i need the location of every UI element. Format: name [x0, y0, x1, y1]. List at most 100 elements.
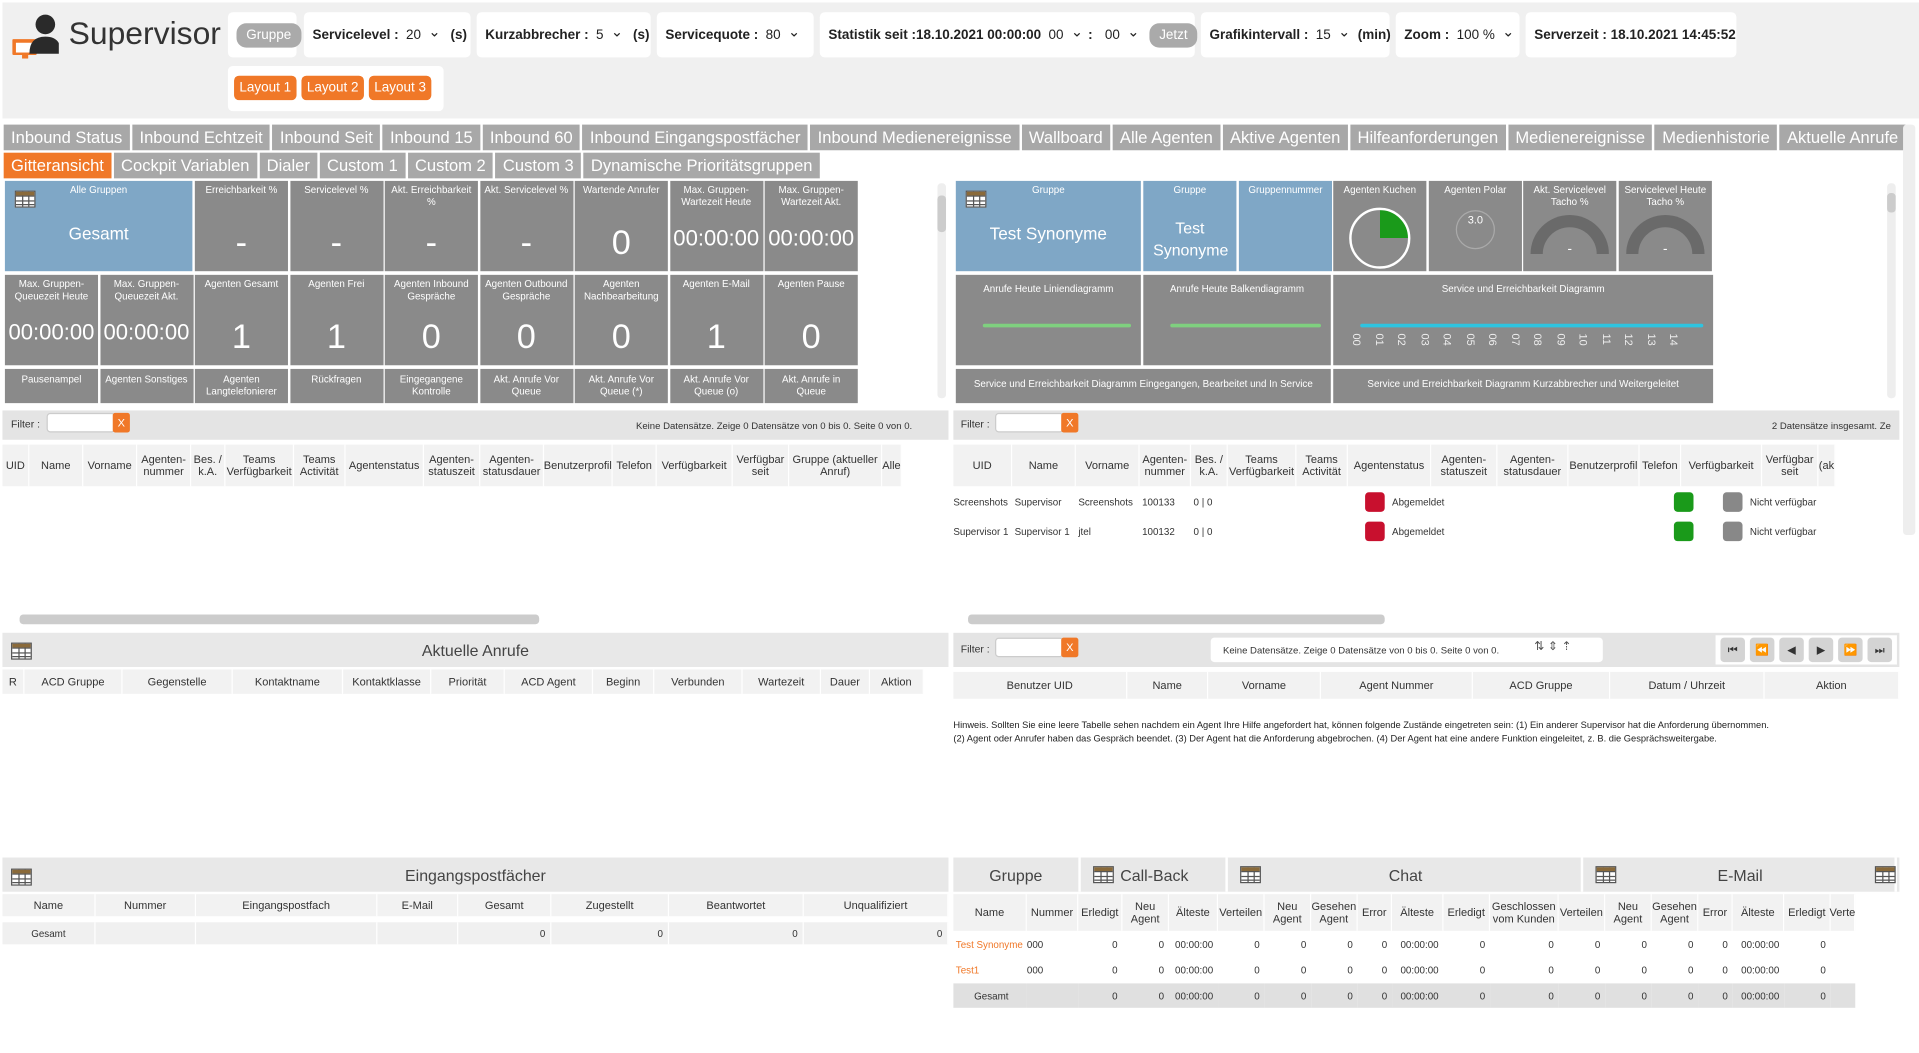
- column-header[interactable]: Kontaktklasse: [343, 669, 432, 694]
- column-header[interactable]: Name: [1127, 671, 1209, 699]
- tab-10[interactable]: Hilfeanforderungen: [1350, 124, 1506, 151]
- column-header[interactable]: Teams Verfügbarkeit: [1227, 444, 1297, 487]
- hilfe-filter-clear-button[interactable]: X: [1061, 637, 1079, 658]
- tab-13[interactable]: Aktuelle Anrufe: [1779, 124, 1906, 151]
- tab-11[interactable]: Medienereignisse: [1508, 124, 1653, 151]
- subtab-6[interactable]: Dynamische Prioritätsgruppen: [583, 152, 820, 179]
- column-header[interactable]: Agentenstatus: [1347, 444, 1432, 487]
- table-row[interactable]: Supervisor 1 Supervisor 1 jtel 100132 0 | 0 A…: [953, 518, 1899, 545]
- column-header[interactable]: Unqualifiziert: [803, 894, 949, 917]
- layout-3-button[interactable]: Layout 3: [368, 75, 432, 101]
- column-header[interactable]: Beginn: [593, 669, 655, 694]
- statistik-hour-select[interactable]: 00: [1049, 26, 1084, 43]
- grid-icon[interactable]: [11, 642, 32, 660]
- right-tiles-scroll-thumb[interactable]: [1887, 193, 1896, 213]
- table-row[interactable]: Test1 000 0 0 00:00:00 0 0 0 0 00:00:00 0 0 0 0 0 0 00:0…: [953, 958, 1899, 982]
- tab-0[interactable]: Inbound Status: [3, 124, 130, 151]
- column-header[interactable]: Teams Verfügbarkeit: [225, 444, 295, 487]
- column-header[interactable]: Error: [1357, 894, 1393, 931]
- tab-7[interactable]: Wallboard: [1021, 124, 1111, 151]
- column-header[interactable]: Eingangspostfach: [196, 894, 378, 917]
- column-header[interactable]: Benutzerprofil: [1568, 444, 1640, 487]
- column-header[interactable]: (ak: [1818, 444, 1836, 487]
- column-header[interactable]: Name: [29, 444, 84, 487]
- left-filter-clear-button[interactable]: X: [112, 412, 130, 433]
- column-header[interactable]: Nummer: [95, 894, 197, 917]
- table-row[interactable]: Test Synonyme 000 0 0 00:00:00 0 0 0 0 00:00:00 0 0…: [953, 932, 1899, 956]
- grid-icon[interactable]: [1595, 866, 1617, 884]
- column-header[interactable]: Agent Nummer: [1320, 671, 1473, 699]
- column-header[interactable]: Verbunden: [654, 669, 743, 694]
- column-header[interactable]: Agenten-statuszeit: [423, 444, 481, 487]
- column-header[interactable]: Dauer: [821, 669, 871, 694]
- tab-4[interactable]: Inbound 60: [482, 124, 581, 151]
- column-header[interactable]: Error: [1698, 894, 1733, 931]
- prev-page-icon[interactable]: ◀: [1779, 637, 1804, 663]
- subtab-5[interactable]: Custom 3: [495, 152, 582, 179]
- column-header[interactable]: Verfügbarkeit: [656, 444, 733, 487]
- column-header[interactable]: UID: [953, 444, 1013, 487]
- column-header[interactable]: Erledigt: [1784, 894, 1831, 931]
- column-header[interactable]: Bes. / k.A.: [191, 444, 226, 487]
- column-header[interactable]: Verte: [1830, 894, 1855, 931]
- column-header[interactable]: Wartezeit: [742, 669, 822, 694]
- zoom-select[interactable]: 100 %: [1457, 26, 1515, 43]
- column-header[interactable]: ACD Agent: [504, 669, 594, 694]
- column-header[interactable]: Neu Agent: [1605, 894, 1652, 931]
- right-filter-clear-button[interactable]: X: [1061, 412, 1079, 433]
- column-header[interactable]: Gegenstelle: [122, 669, 233, 694]
- grafikintervall-select[interactable]: 15: [1316, 26, 1351, 43]
- tab-3[interactable]: Inbound 15: [382, 124, 481, 151]
- column-header[interactable]: Zugestellt: [551, 894, 670, 917]
- left-agents-hscroll[interactable]: [19, 614, 540, 625]
- column-header[interactable]: Benutzer UID: [953, 671, 1128, 699]
- last-page-icon[interactable]: ⏭: [1867, 637, 1893, 663]
- tab-6[interactable]: Inbound Medienereignisse: [810, 124, 1020, 151]
- column-header[interactable]: Verfügbarkeit: [1681, 444, 1763, 487]
- kurzabbrecher-select[interactable]: 5: [596, 26, 623, 43]
- first-page-icon[interactable]: ⏮: [1720, 637, 1745, 663]
- column-header[interactable]: Vorname: [83, 444, 138, 487]
- column-header[interactable]: Gesehen Agent: [1311, 894, 1358, 931]
- column-header[interactable]: Erledigt: [1078, 894, 1123, 931]
- left-tiles-scrollbar[interactable]: [937, 183, 947, 399]
- column-header[interactable]: Bes. / k.A.: [1191, 444, 1228, 487]
- rewind-icon[interactable]: ⏪: [1749, 637, 1775, 663]
- subtab-2[interactable]: Dialer: [259, 152, 318, 179]
- column-header[interactable]: R: [2, 669, 25, 694]
- column-header[interactable]: Datum / Uhrzeit: [1610, 671, 1765, 699]
- column-header[interactable]: Vorname: [1208, 671, 1321, 699]
- column-header[interactable]: Neu Agent: [1122, 894, 1170, 931]
- column-header[interactable]: Geschlossen vom Kunden: [1490, 894, 1559, 931]
- grid-icon[interactable]: [14, 190, 36, 208]
- statistik-minute-select[interactable]: 00: [1105, 26, 1140, 43]
- column-header[interactable]: Teams Activität: [1296, 444, 1348, 487]
- column-header[interactable]: Agenten-nummer: [137, 444, 192, 487]
- tab-5[interactable]: Inbound Eingangspostfächer: [582, 124, 808, 151]
- table-row[interactable]: Screenshots Supervisor Screenshots 100133 0 …: [953, 489, 1899, 516]
- fast-forward-icon[interactable]: ⏩: [1838, 637, 1863, 663]
- column-header[interactable]: UID: [2, 444, 30, 487]
- column-header[interactable]: Verteilen: [1218, 894, 1265, 931]
- page-scrollbar[interactable]: [1903, 124, 1916, 536]
- tab-8[interactable]: Alle Agenten: [1112, 124, 1221, 151]
- column-header[interactable]: Gesehen Agent: [1651, 894, 1699, 931]
- left-tiles-scroll-thumb[interactable]: [937, 195, 947, 233]
- column-header[interactable]: Verteilen: [1558, 894, 1606, 931]
- column-header[interactable]: Gruppe (aktueller Anruf): [789, 444, 883, 487]
- tab-2[interactable]: Inbound Seit: [272, 124, 381, 151]
- subtab-3[interactable]: Custom 1: [319, 152, 406, 179]
- column-header[interactable]: Telefon: [1639, 444, 1682, 487]
- column-header[interactable]: Nummer: [1026, 894, 1079, 931]
- column-header[interactable]: Agenten-statuszeit: [1431, 444, 1498, 487]
- column-header[interactable]: Älteste: [1732, 894, 1785, 931]
- jetzt-button[interactable]: Jetzt: [1149, 22, 1198, 48]
- tab-9[interactable]: Aktive Agenten: [1222, 124, 1348, 151]
- column-header[interactable]: ACD Gruppe: [1472, 671, 1611, 699]
- column-header[interactable]: Name: [953, 894, 1027, 931]
- layout-2-button[interactable]: Layout 2: [301, 75, 364, 101]
- column-header[interactable]: Teams Activität: [294, 444, 346, 487]
- column-header[interactable]: Agenten-statusdauer: [1497, 444, 1569, 487]
- grid-icon[interactable]: [11, 868, 32, 886]
- column-header[interactable]: ACD Gruppe: [24, 669, 123, 694]
